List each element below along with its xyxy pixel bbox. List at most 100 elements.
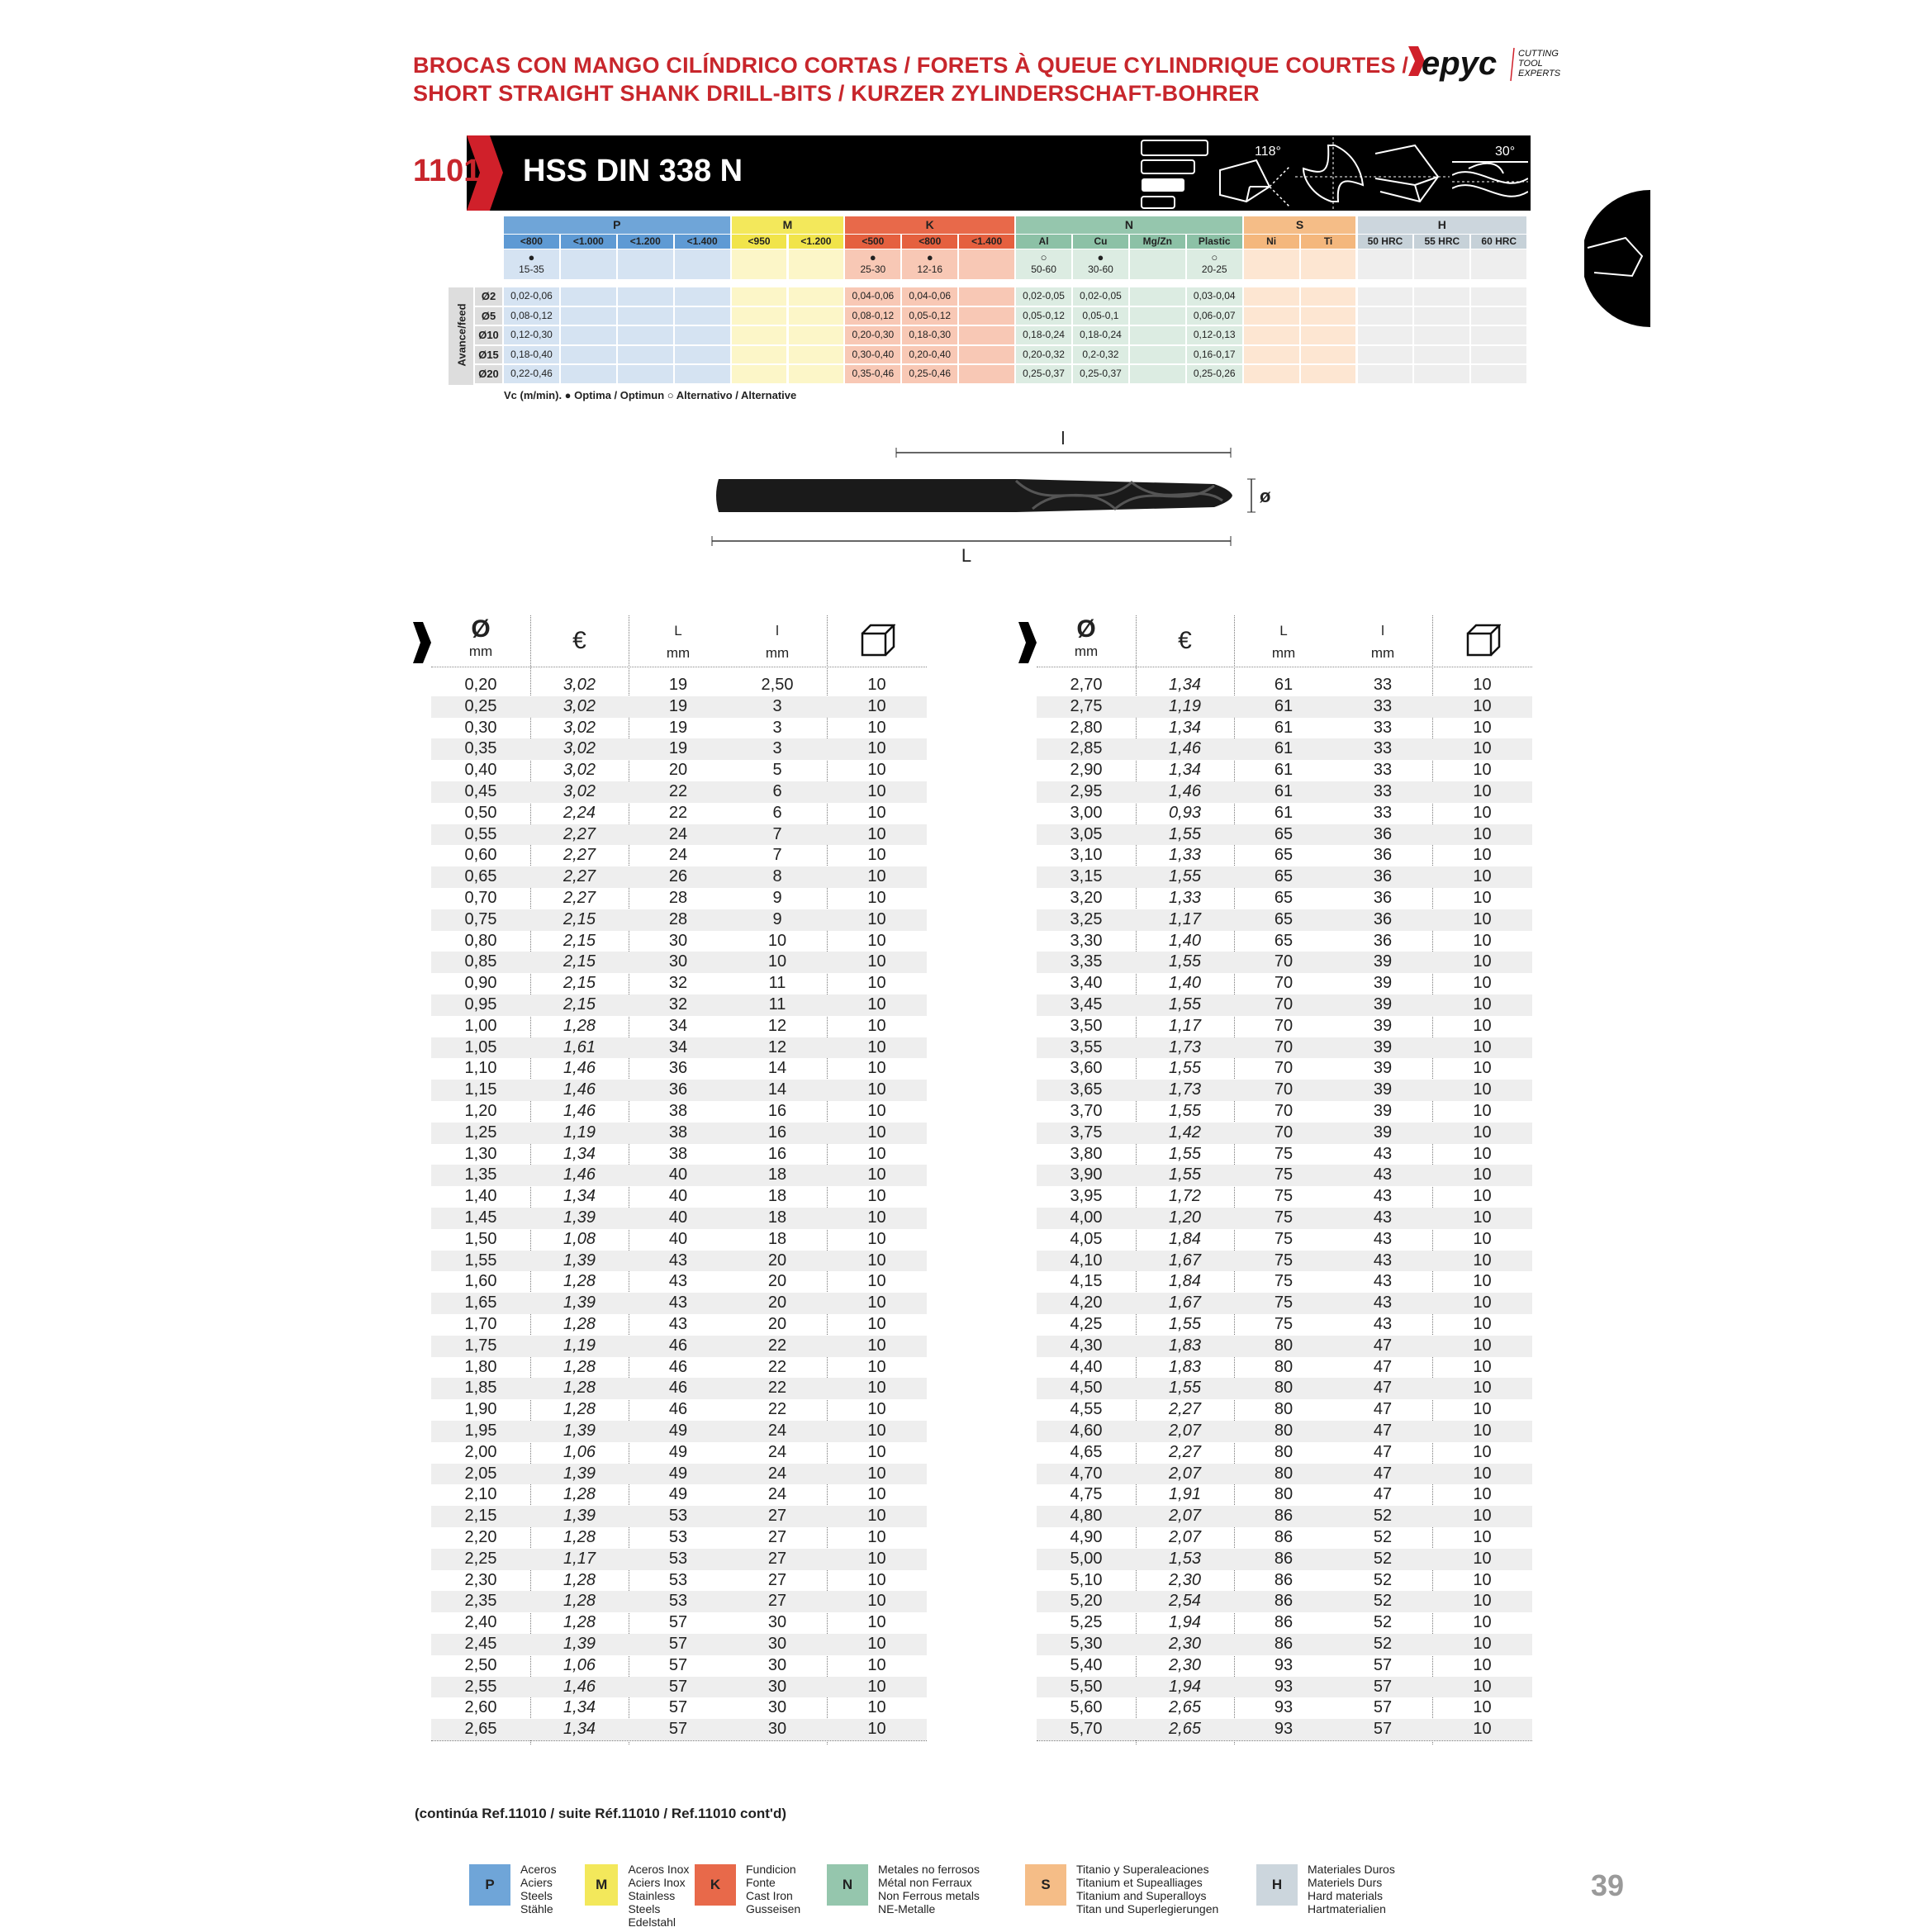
flute-length-cell: 52 xyxy=(1373,1613,1393,1632)
price-cell: 2,27 xyxy=(563,824,596,843)
flute-length-cell: 36 xyxy=(1373,867,1393,886)
feed-cell xyxy=(1357,306,1415,325)
vc-symbol xyxy=(1130,251,1185,263)
diameter-cell: 2,05 xyxy=(464,1464,497,1483)
feed-cell: 0,20-0,32 xyxy=(1016,345,1073,363)
feed-cell xyxy=(731,287,789,306)
legend-line: NE-Metalle xyxy=(878,1902,936,1915)
diameter-cell: 2,50 xyxy=(464,1655,497,1674)
vc-value: 30-60 xyxy=(1088,263,1113,275)
feed-cell: 0,30-0,40 xyxy=(845,345,903,363)
pack-quantity-cell: 10 xyxy=(1473,1037,1492,1056)
legend-text: Titanio y Superaleaciones Titanium et Sup… xyxy=(1076,1863,1218,1915)
pack-quantity-cell: 10 xyxy=(1473,1720,1492,1739)
table-row: 3,60 1,55 70 39 10 xyxy=(1037,1058,1532,1080)
vc-symbol xyxy=(675,251,730,263)
legend-line: Materiales Duros xyxy=(1308,1863,1395,1876)
feed-cell xyxy=(1129,365,1187,383)
price-cell: 1,67 xyxy=(1169,1294,1201,1313)
feed-cell xyxy=(560,326,618,344)
legend-line: Métal non Ferraux xyxy=(878,1876,972,1889)
price-cell: 1,46 xyxy=(1169,739,1201,758)
flute-length-cell: 33 xyxy=(1373,803,1393,822)
flute-length-cell: 33 xyxy=(1373,761,1393,780)
diameter-cell: 3,60 xyxy=(1070,1059,1103,1078)
flute-length-cell: 27 xyxy=(767,1570,787,1589)
vc-value: 12-16 xyxy=(917,263,943,275)
feed-cell: 0,18-0,24 xyxy=(1016,326,1073,344)
feed-cell: 0,25-0,26 xyxy=(1186,365,1244,383)
table-row: 5,30 2,30 86 52 10 xyxy=(1037,1634,1532,1655)
legend-line: Aceros Inox xyxy=(628,1863,690,1876)
diameter-cell: 3,05 xyxy=(1070,824,1103,843)
pack-quantity-cell: 10 xyxy=(867,1229,886,1248)
flute-length-cell: 6 xyxy=(772,803,782,822)
price-cell: 1,28 xyxy=(563,1485,596,1504)
flute-length-cell: 3 xyxy=(772,718,782,737)
total-length-cell: 65 xyxy=(1274,931,1294,950)
table-row: 1,00 1,28 34 12 10 xyxy=(431,1016,927,1037)
flute-length-cell: 47 xyxy=(1373,1336,1393,1355)
price-cell: 1,20 xyxy=(1169,1208,1201,1227)
feed-cell xyxy=(731,365,789,383)
vc-symbol: ○ xyxy=(1040,251,1047,263)
price-cell: 3,02 xyxy=(563,718,596,737)
feed-cell: 0,05-0,12 xyxy=(902,306,960,325)
flute-length-cell: 30 xyxy=(767,1613,787,1632)
price-cell: 1,46 xyxy=(563,1102,596,1120)
table-row: 1,90 1,28 46 22 10 xyxy=(431,1399,927,1421)
diameter-cell: 2,60 xyxy=(464,1698,497,1717)
flute-length-cell: 47 xyxy=(1373,1464,1393,1483)
diameter-cell: 2,55 xyxy=(464,1677,497,1696)
table-row: 2,65 1,34 57 30 10 xyxy=(431,1719,927,1740)
feed-cell: 0,03-0,04 xyxy=(1186,287,1244,306)
feed-cell: 0,25-0,37 xyxy=(1016,365,1073,383)
total-length-cell: 57 xyxy=(668,1720,688,1739)
table-row: 3,95 1,72 75 43 10 xyxy=(1037,1186,1532,1208)
price-cell: 2,27 xyxy=(1169,1442,1201,1461)
feed-cell: 0,25-0,46 xyxy=(902,365,960,383)
flute-length-cell: 36 xyxy=(1373,909,1393,928)
flute-length-cell: 33 xyxy=(1373,782,1393,800)
diameter-cell: 2,30 xyxy=(464,1570,497,1589)
pack-quantity-cell: 10 xyxy=(867,1336,886,1355)
price-cell: 1,72 xyxy=(1169,1187,1201,1206)
feed-cell xyxy=(560,365,618,383)
feed-cell xyxy=(1471,287,1529,306)
diameter-unit: mm xyxy=(468,643,493,659)
total-length-cell: 40 xyxy=(668,1229,688,1248)
table-row: 4,00 1,20 75 43 10 xyxy=(1037,1208,1532,1229)
diameter-cell: 4,25 xyxy=(1070,1315,1103,1333)
flute-length-cell: 20 xyxy=(767,1272,787,1291)
table-row: 2,00 1,06 49 24 10 xyxy=(431,1442,927,1464)
total-length-cell: 61 xyxy=(1274,676,1294,694)
price-cell: 1,83 xyxy=(1169,1336,1201,1355)
table-row: 3,50 1,17 70 39 10 xyxy=(1037,1016,1532,1037)
feed-cell xyxy=(1414,287,1472,306)
diameter-cell: 4,55 xyxy=(1070,1400,1103,1419)
diameter-cell: 4,30 xyxy=(1070,1336,1103,1355)
diameter-cell: 5,50 xyxy=(1070,1677,1103,1696)
price-cell: 1,06 xyxy=(563,1655,596,1674)
flute-length-cell: 39 xyxy=(1373,1123,1393,1142)
legend-line: Aceros xyxy=(520,1863,557,1876)
total-length-cell: 19 xyxy=(668,718,688,737)
diameter-cell: 2,35 xyxy=(464,1592,497,1611)
feed-cell: 0,12-0,30 xyxy=(504,326,561,344)
pack-quantity-cell: 10 xyxy=(1473,1336,1492,1355)
table-row: 2,20 1,28 53 27 10 xyxy=(431,1527,927,1549)
table-row: 4,90 2,07 86 52 10 xyxy=(1037,1527,1532,1549)
chevron-icon xyxy=(467,135,503,211)
pack-quantity-cell: 10 xyxy=(1473,1144,1492,1163)
table-row: 1,20 1,46 38 16 10 xyxy=(431,1101,927,1123)
total-length-cell: 53 xyxy=(668,1507,688,1526)
diameter-cell: 0,30 xyxy=(464,718,497,737)
total-length-cell: 75 xyxy=(1274,1272,1294,1291)
diameter-cell: 1,25 xyxy=(464,1123,497,1142)
pack-quantity-cell: 10 xyxy=(867,952,886,971)
page-title: BROCAS CON MANGO CILÍNDRICO CORTAS / FOR… xyxy=(413,51,1408,107)
price-cell: 1,39 xyxy=(563,1464,596,1483)
price-cell: 1,34 xyxy=(563,1144,596,1163)
